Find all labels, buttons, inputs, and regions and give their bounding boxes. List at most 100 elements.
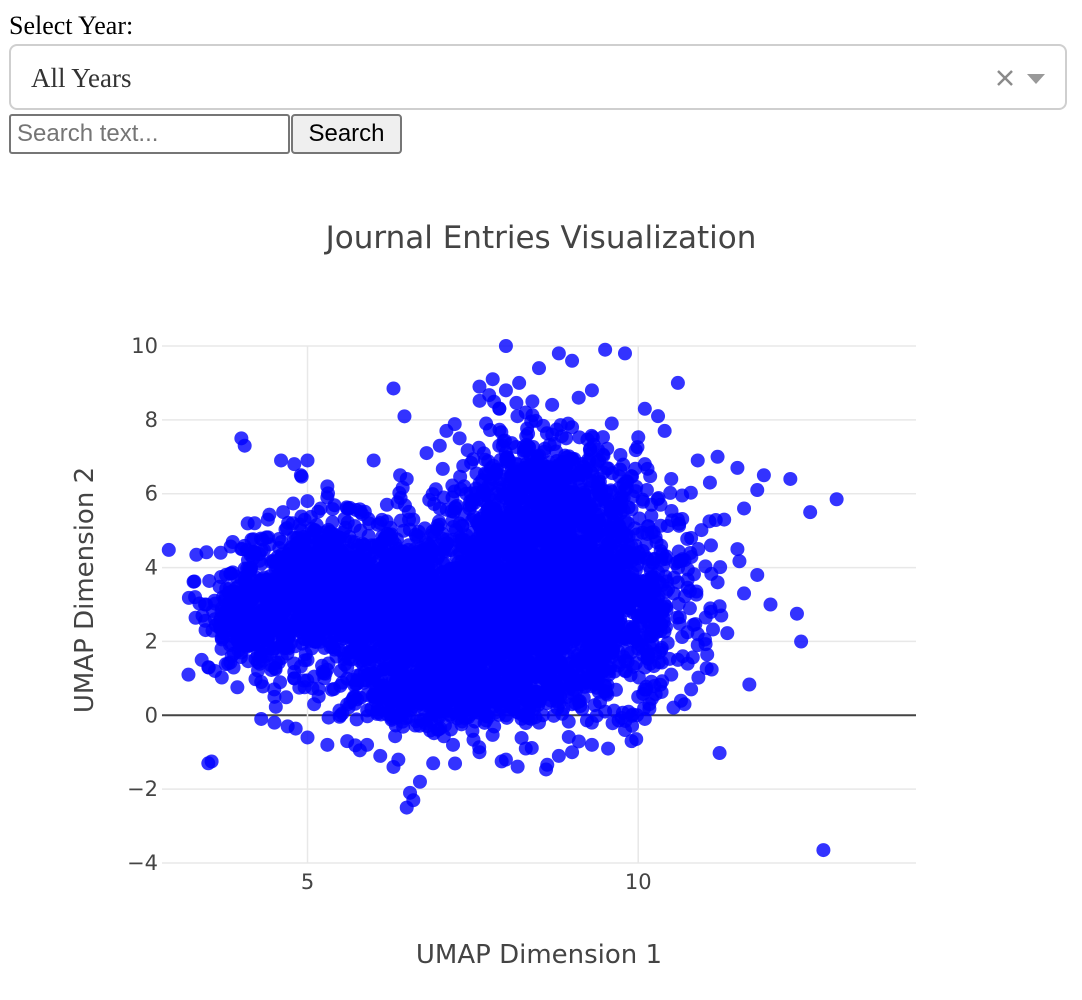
data-point bbox=[584, 715, 599, 730]
data-point bbox=[388, 729, 403, 744]
data-point bbox=[675, 630, 690, 645]
data-point bbox=[311, 681, 326, 696]
data-point bbox=[549, 496, 564, 511]
data-point bbox=[327, 629, 342, 644]
data-point bbox=[618, 653, 633, 668]
data-point bbox=[537, 441, 552, 456]
chevron-down-icon[interactable] bbox=[1025, 72, 1047, 86]
data-point bbox=[376, 644, 391, 659]
data-point bbox=[421, 564, 436, 579]
data-point bbox=[547, 571, 562, 586]
data-point bbox=[588, 497, 603, 512]
data-point bbox=[565, 654, 580, 669]
data-point bbox=[514, 730, 529, 745]
data-point bbox=[448, 756, 463, 771]
data-point bbox=[630, 558, 645, 573]
data-point bbox=[328, 559, 343, 574]
data-point bbox=[616, 525, 631, 540]
data-point bbox=[390, 559, 405, 574]
data-point bbox=[587, 574, 602, 589]
data-point bbox=[494, 537, 509, 552]
data-point bbox=[374, 568, 389, 583]
data-point bbox=[595, 430, 610, 445]
data-point bbox=[500, 516, 515, 531]
data-point bbox=[246, 587, 261, 602]
year-dropdown[interactable]: All Years bbox=[9, 44, 1067, 110]
data-point bbox=[346, 589, 361, 604]
data-point bbox=[494, 564, 509, 579]
data-point bbox=[502, 664, 517, 679]
data-point bbox=[539, 762, 554, 777]
data-point bbox=[290, 608, 305, 623]
data-point bbox=[632, 511, 647, 526]
data-point bbox=[505, 596, 520, 611]
data-point bbox=[186, 574, 201, 589]
data-point bbox=[732, 554, 747, 569]
data-point bbox=[425, 487, 440, 502]
data-point bbox=[611, 598, 626, 613]
data-point bbox=[594, 627, 609, 642]
data-point bbox=[539, 633, 554, 648]
data-point bbox=[644, 508, 659, 523]
data-point bbox=[593, 586, 608, 601]
data-point bbox=[572, 528, 587, 543]
data-point bbox=[441, 609, 456, 624]
data-point bbox=[603, 539, 618, 554]
data-point bbox=[609, 627, 624, 642]
data-point bbox=[317, 588, 332, 603]
data-point bbox=[628, 443, 643, 458]
data-point bbox=[657, 624, 672, 639]
search-button[interactable]: Search bbox=[291, 114, 402, 154]
data-point bbox=[401, 652, 416, 667]
chart-title: Journal Entries Visualization bbox=[325, 220, 757, 256]
data-point bbox=[345, 550, 360, 565]
data-point bbox=[466, 535, 481, 550]
data-point bbox=[363, 563, 378, 578]
data-point bbox=[504, 492, 519, 507]
data-point bbox=[601, 741, 616, 756]
data-point bbox=[481, 631, 496, 646]
data-point bbox=[373, 516, 388, 531]
data-point bbox=[321, 710, 336, 725]
data-point bbox=[461, 635, 476, 650]
data-point bbox=[526, 626, 541, 641]
data-point bbox=[691, 670, 706, 685]
data-point bbox=[631, 430, 646, 445]
data-point bbox=[252, 656, 267, 671]
data-point bbox=[525, 577, 540, 592]
data-point bbox=[199, 545, 214, 560]
data-point bbox=[396, 544, 411, 559]
data-point bbox=[492, 644, 507, 659]
data-point bbox=[624, 708, 639, 723]
data-point bbox=[436, 544, 451, 559]
data-point bbox=[286, 496, 301, 511]
data-point bbox=[705, 622, 720, 637]
data-point bbox=[484, 598, 499, 613]
data-point bbox=[510, 759, 525, 774]
data-point bbox=[559, 431, 574, 446]
data-point bbox=[605, 466, 620, 481]
data-point bbox=[600, 522, 615, 537]
data-point bbox=[445, 490, 460, 505]
data-point bbox=[561, 449, 576, 464]
data-point bbox=[582, 454, 597, 469]
data-point bbox=[481, 650, 496, 665]
data-point bbox=[712, 746, 727, 761]
search-input[interactable] bbox=[9, 114, 290, 154]
data-point bbox=[518, 594, 533, 609]
data-point bbox=[397, 498, 412, 513]
data-point bbox=[317, 556, 332, 571]
clear-icon[interactable] bbox=[991, 64, 1019, 92]
data-point bbox=[666, 700, 681, 715]
data-point bbox=[349, 644, 364, 659]
data-point bbox=[647, 581, 662, 596]
data-point bbox=[198, 623, 213, 638]
data-point bbox=[658, 569, 673, 584]
data-point bbox=[519, 515, 534, 530]
data-point bbox=[335, 609, 350, 624]
data-point bbox=[368, 613, 383, 628]
data-point bbox=[675, 488, 690, 503]
data-point bbox=[689, 587, 704, 602]
data-point bbox=[283, 626, 298, 641]
